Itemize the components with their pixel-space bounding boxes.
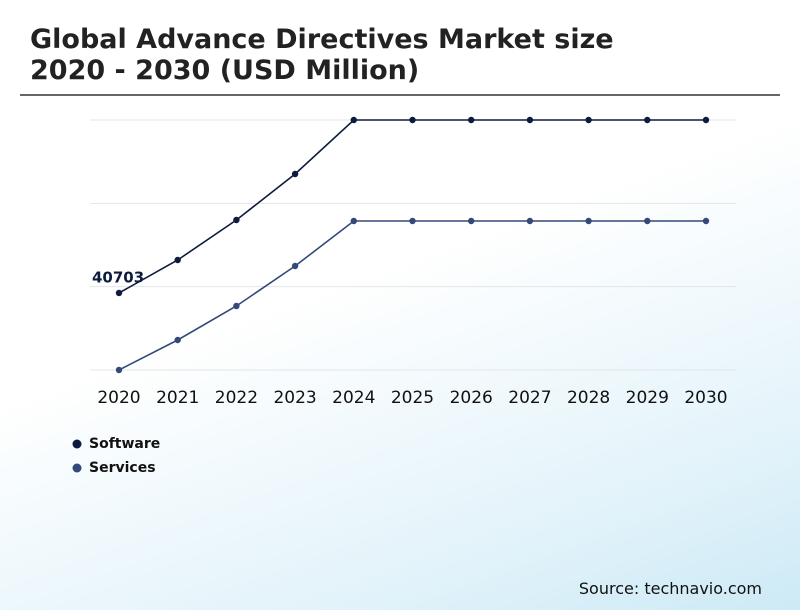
x-tick-label: 2022 [215,388,258,408]
point [409,116,416,124]
point [233,216,240,224]
point [233,302,240,310]
point [291,262,299,270]
legend-label: Software [89,436,160,452]
point [115,366,123,374]
legend-label: Services [89,460,156,476]
point [644,217,651,225]
point [702,217,710,225]
point [174,256,181,264]
point [585,116,592,124]
x-tick-label: 2021 [156,388,199,408]
x-tick-label: 2025 [391,388,434,408]
point [409,217,416,225]
point [585,217,592,225]
x-tick-label: 2028 [567,388,610,408]
point [174,336,181,344]
point [291,170,299,178]
legend-marker [72,439,82,449]
x-tick-label: 2024 [332,388,375,408]
series-line [118,119,706,294]
data-label: 40703 [92,268,144,286]
point [350,217,357,225]
point [468,217,475,225]
point [350,116,357,124]
point [468,116,475,124]
point [644,116,651,124]
point [526,217,534,225]
source: Source: technavio.com [578,579,762,598]
x-tick-label: 2026 [450,388,493,408]
point [702,116,710,124]
x-tick-label: 2023 [273,388,316,408]
title-rule [20,94,780,96]
x-tick-label: 2027 [508,388,551,408]
point [115,289,123,297]
chart-title: Global Advance Directives Market size 20… [30,24,614,86]
point [526,116,534,124]
x-tick-label: 2030 [684,388,727,408]
series-line [118,220,706,371]
x-tick-label: 2020 [97,388,140,408]
x-tick-label: 2029 [626,388,669,408]
legend-marker [72,463,82,473]
